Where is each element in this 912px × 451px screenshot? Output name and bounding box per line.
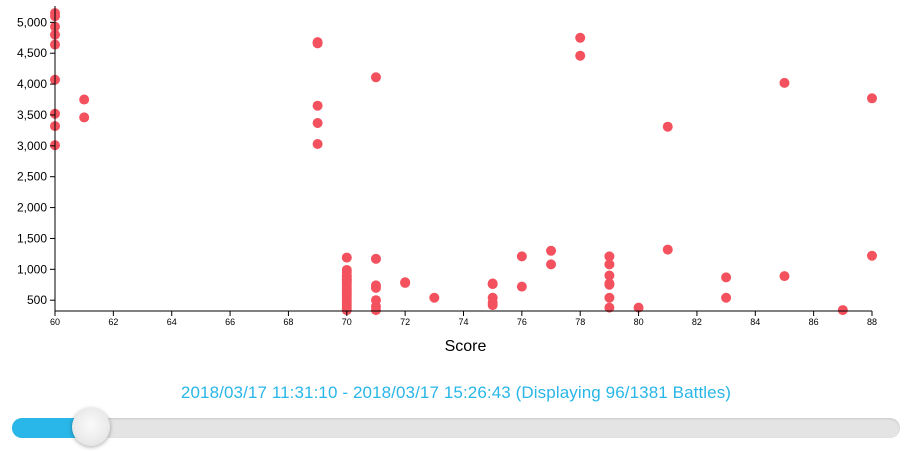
data-point [312,38,323,49]
data-point [604,292,615,303]
time-slider-handle[interactable] [72,408,111,446]
y-tick-label: 4,000 [17,77,47,91]
data-point [662,121,673,132]
y-tick-label: 3,500 [17,108,47,122]
data-point [867,250,877,261]
y-tick-label: 2,500 [17,170,47,184]
x-tick-label: 86 [809,317,819,327]
data-point [79,112,90,123]
data-point [429,292,440,303]
y-tick-label: 1,000 [17,262,47,276]
x-tick-label: 62 [108,317,118,327]
chart-svg: 500 1,000 1,500 2,000 2,500 3,000 3,500 4,000 4,… [17,6,877,355]
time-slider-fill [12,418,92,438]
x-tick-label: 66 [225,317,235,327]
x-axis-label: Score [445,338,487,355]
time-slider[interactable] [12,408,900,446]
data-point [604,302,615,313]
data-point [487,300,498,311]
time-range-caption: 2018/03/17 11:31:10 - 2018/03/17 15:26:4… [180,383,732,402]
data-point [546,245,557,256]
data-point [312,117,323,128]
data-point [604,279,615,290]
scatter-chart: 500 1,000 1,500 2,000 2,500 3,000 3,500 4,000 4,… [17,6,877,355]
data-point [721,292,732,303]
x-tick-label: 84 [750,317,760,327]
data-point [837,305,848,316]
data-point [487,279,498,290]
data-point [604,270,615,281]
y-tick-label: 5,000 [17,15,47,29]
y-tick-label: 3,000 [17,139,47,153]
x-tick-label: 76 [517,317,527,327]
data-point [867,93,877,104]
x-tick-label: 80 [634,317,644,327]
x-tick-label: 70 [342,317,352,327]
data-point [604,259,615,270]
data-point [721,272,732,283]
data-point [370,72,381,83]
data-point [779,271,790,282]
axes-layer: 500 1,000 1,500 2,000 2,500 3,000 3,500 4,000 4,… [17,6,877,355]
data-point [546,259,557,270]
data-point [400,277,411,288]
data-point [779,77,790,88]
y-tick-label: 1,500 [17,231,47,245]
data-point [516,251,527,262]
x-tick-label: 64 [167,317,177,327]
data-point [370,253,381,264]
data-point [516,281,527,292]
y-tick-label: 2,000 [17,201,47,215]
data-point [370,282,381,293]
x-tick-label: 60 [50,317,60,327]
x-tick-label: 68 [283,317,293,327]
x-tick-label: 72 [400,317,410,327]
data-point [79,94,90,105]
x-tick-label: 78 [575,317,585,327]
data-point [370,305,381,316]
x-tick-label: 88 [867,317,877,327]
data-point [604,251,615,262]
y-tick-label: 500 [27,293,47,307]
points-layer [50,8,877,316]
data-point [312,138,323,149]
x-tick-label: 74 [458,317,468,327]
data-point [341,305,352,316]
data-point [575,32,586,43]
data-point [662,244,673,255]
data-point [633,302,644,313]
data-point [341,252,352,263]
data-point [575,50,586,61]
x-tick-label: 82 [692,317,702,327]
y-tick-label: 4,500 [17,46,47,60]
data-point [312,100,323,111]
